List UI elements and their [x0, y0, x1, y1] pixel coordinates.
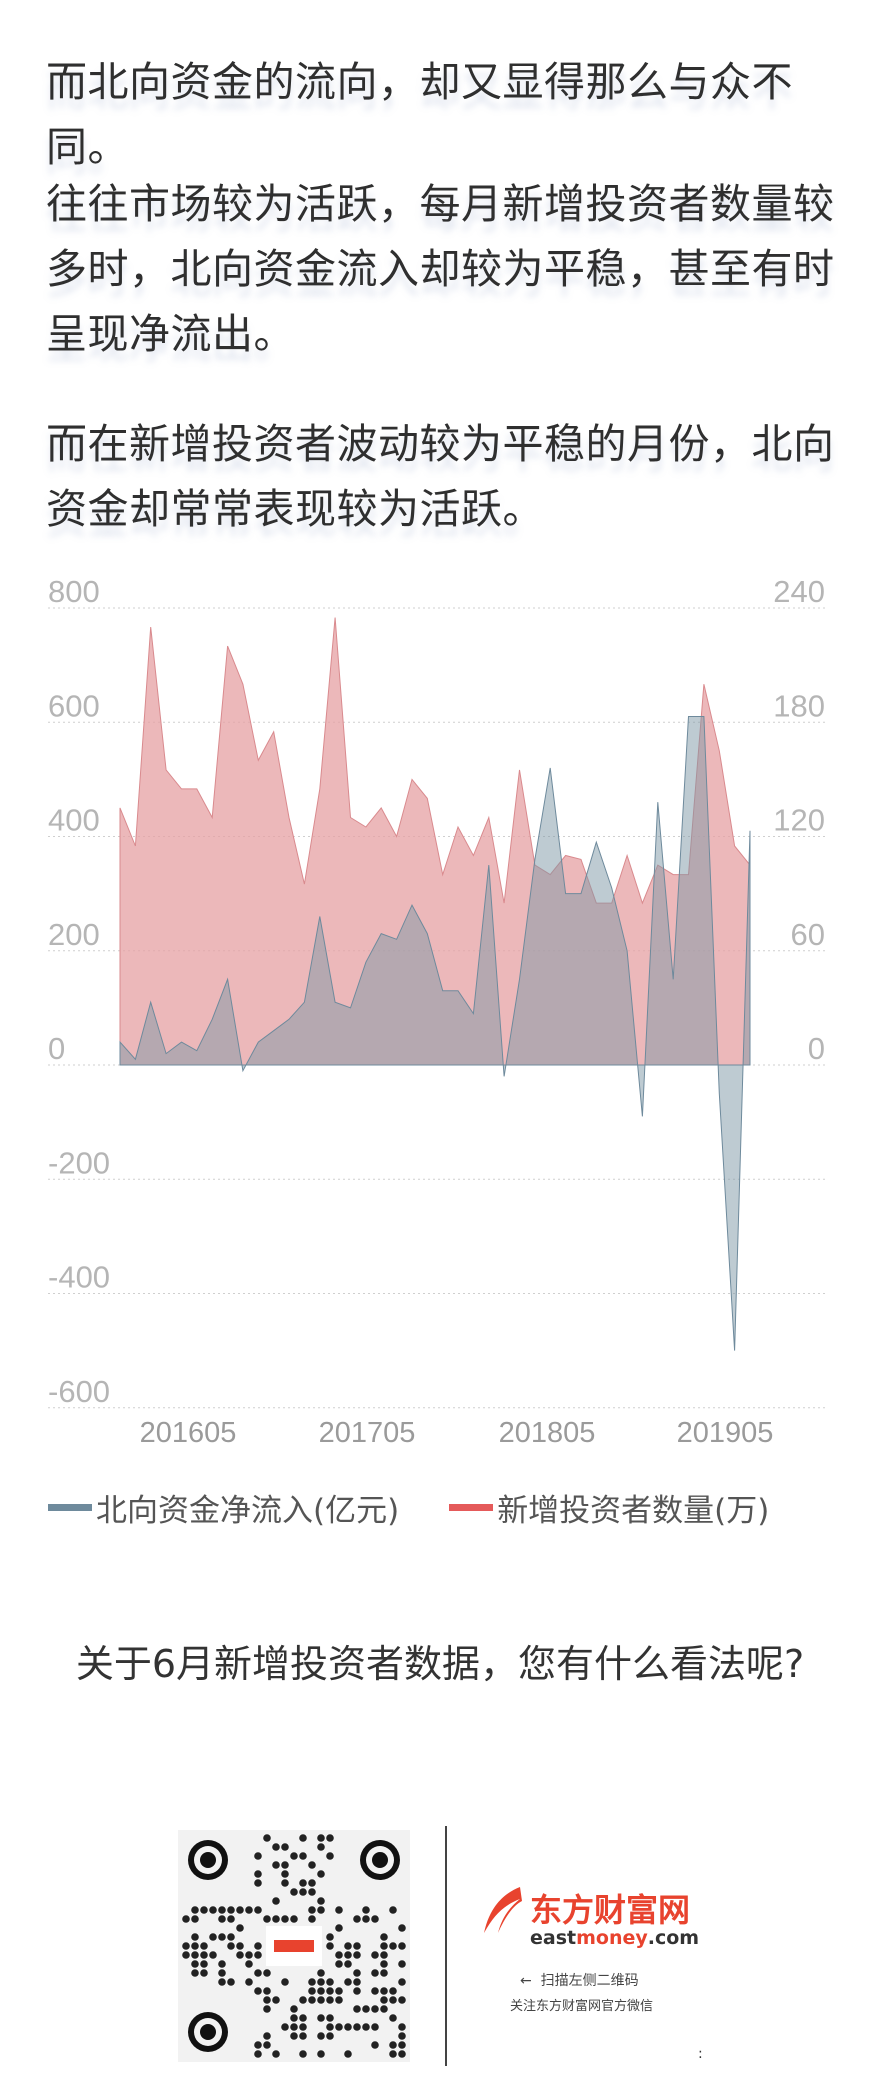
brand-logo-icon — [484, 1887, 522, 1933]
y-right-tick: 0 — [808, 1031, 825, 1066]
brand-name: 东方财富网 — [530, 1891, 691, 1929]
legend-item-northbound: 北向资金净流入(亿元) — [48, 1485, 399, 1530]
area-northbound — [119, 716, 751, 1351]
y-left-tick: 0 — [48, 1031, 65, 1066]
y-left-tick: 200 — [48, 917, 100, 952]
y-right-tick: 180 — [773, 688, 825, 723]
legend-swatch-northbound — [48, 1504, 92, 1511]
y-right-tick: 60 — [791, 917, 825, 952]
y-right-tick: 240 — [773, 580, 825, 609]
y-left-tick: -600 — [48, 1374, 110, 1409]
paragraph-3: 而在新增投资者波动较为平稳的月份，北向资金却常常表现较为活跃。 — [46, 420, 835, 533]
y-left-tick: 400 — [48, 803, 100, 838]
paragraph-2: 往往市场较为活跃，每月新增投资者数量较多时，北向资金流入却较为平稳，甚至有时呈现… — [46, 180, 835, 358]
x-tick: 201605 — [140, 1417, 237, 1449]
x-tick: 201805 — [499, 1417, 596, 1449]
legend-item-investors: 新增投资者数量(万) — [449, 1485, 769, 1530]
qr-code-pattern — [182, 1834, 406, 2058]
brand-block: 东方财富网 eastmoney.com — [480, 1885, 699, 1949]
follow-hint: 关注东方财富网官方微信 — [510, 1999, 654, 2014]
paragraph-1: 而北向资金的流向，却又显得那么与众不同。 — [46, 58, 793, 171]
brand-domain: eastmoney.com — [530, 1927, 700, 1949]
legend: 北向资金净流入(亿元) 新增投资者数量(万) — [48, 1485, 769, 1530]
axis-ticks: 8006004002000-200-400-600240180120600201… — [48, 580, 825, 1449]
dual-axis-area-chart: 8006004002000-200-400-600240180120600201… — [48, 580, 825, 1449]
y-left-tick: 600 — [48, 688, 100, 723]
arrow-left-icon: ← — [520, 1973, 532, 1989]
qr-code-image — [178, 1830, 410, 2062]
decor-dots: : — [698, 2046, 703, 2062]
scan-hint: ← 扫描左侧二维码 — [520, 1973, 639, 1989]
divider — [445, 1826, 447, 2066]
y-left-tick: -200 — [48, 1145, 110, 1180]
x-tick: 201705 — [319, 1417, 416, 1449]
legend-label-investors: 新增投资者数量(万) — [497, 1493, 770, 1529]
series-areas — [119, 617, 751, 1351]
y-left-tick: 800 — [48, 580, 100, 609]
closing-question: 关于6月新增投资者数据，您有什么看法呢? — [75, 1642, 805, 1686]
x-tick: 201905 — [677, 1417, 774, 1449]
y-right-tick: 120 — [773, 803, 825, 838]
legend-label-northbound: 北向资金净流入(亿元) — [96, 1493, 400, 1529]
legend-swatch-investors — [449, 1504, 494, 1511]
y-left-tick: -400 — [48, 1260, 110, 1295]
